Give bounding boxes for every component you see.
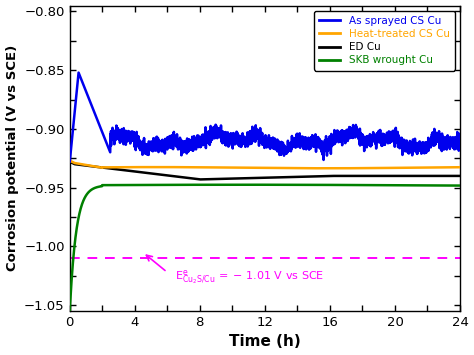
Legend: As sprayed CS Cu, Heat-treated CS Cu, ED Cu, SKB wrought Cu: As sprayed CS Cu, Heat-treated CS Cu, ED… <box>314 11 455 71</box>
Y-axis label: Corrosion potential (V vs SCE): Corrosion potential (V vs SCE) <box>6 45 18 272</box>
X-axis label: Time (h): Time (h) <box>229 334 301 349</box>
Text: $\mathrm{E^{e}_{Cu_2S/Cu}}$$\,= -\,1.01\ \mathrm{V\ vs\ SCE}$: $\mathrm{E^{e}_{Cu_2S/Cu}}$$\,= -\,1.01\… <box>175 269 325 287</box>
